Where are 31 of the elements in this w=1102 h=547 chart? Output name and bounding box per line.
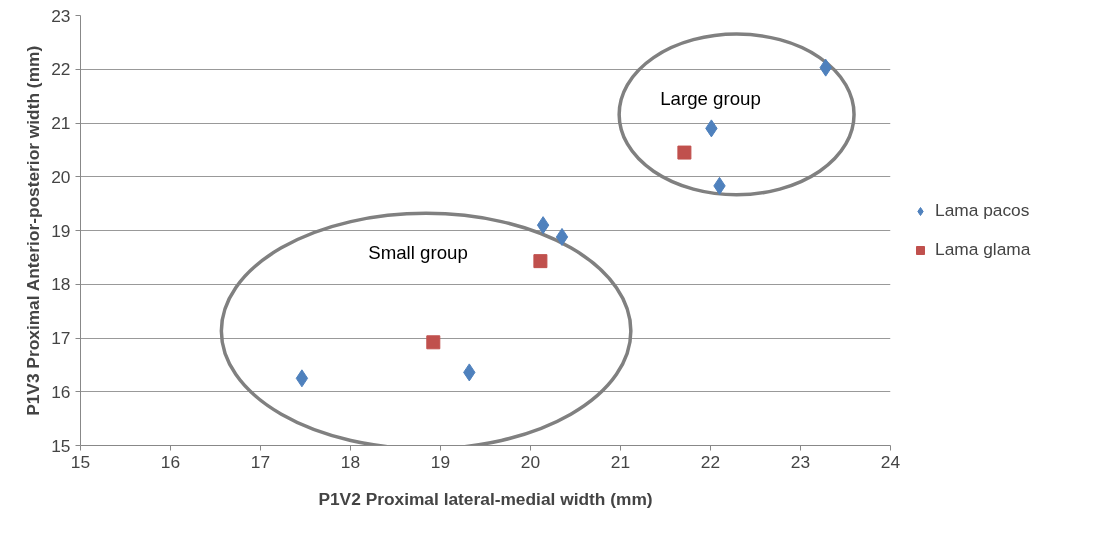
legend-label: Lama glama — [935, 239, 1031, 260]
x-tick-label: 15 — [70, 451, 91, 472]
x-axis-title: P1V2 Proximal lateral-medial width (mm) — [318, 488, 653, 509]
x-tick-label: 17 — [250, 451, 271, 472]
y-tick-label: 18 — [51, 274, 71, 295]
x-tick-label: 22 — [700, 451, 721, 472]
x-tick-label: 18 — [340, 451, 361, 472]
x-tick-label: 23 — [790, 451, 811, 472]
y-tick-label: 22 — [51, 59, 71, 80]
y-axis-title: P1V3 Proximal Anterior-posterior width (mm) — [23, 45, 44, 416]
y-tick-label: 17 — [51, 328, 71, 348]
x-tick-label: 21 — [610, 451, 631, 472]
point — [536, 216, 550, 235]
x-tick-label: 20 — [520, 451, 541, 472]
x-tick-label: 24 — [880, 451, 901, 472]
y-tick-label: 20 — [51, 166, 71, 187]
x-tick-label: 19 — [430, 451, 451, 472]
point — [555, 227, 569, 246]
y-tick-label: 16 — [51, 381, 71, 402]
point — [533, 254, 548, 269]
annotation: Small group — [368, 241, 468, 263]
point — [677, 145, 692, 160]
y-tick-label: 15 — [51, 435, 71, 456]
point — [426, 335, 441, 350]
y-tick-label: 23 — [51, 5, 71, 26]
x-tick-label: 16 — [160, 451, 181, 472]
y-tick-label: 21 — [51, 113, 71, 133]
annotation: Large group — [660, 88, 761, 110]
legend-label: Lama pacos — [935, 200, 1030, 221]
point — [295, 369, 309, 388]
y-tick-label: 19 — [51, 220, 71, 241]
